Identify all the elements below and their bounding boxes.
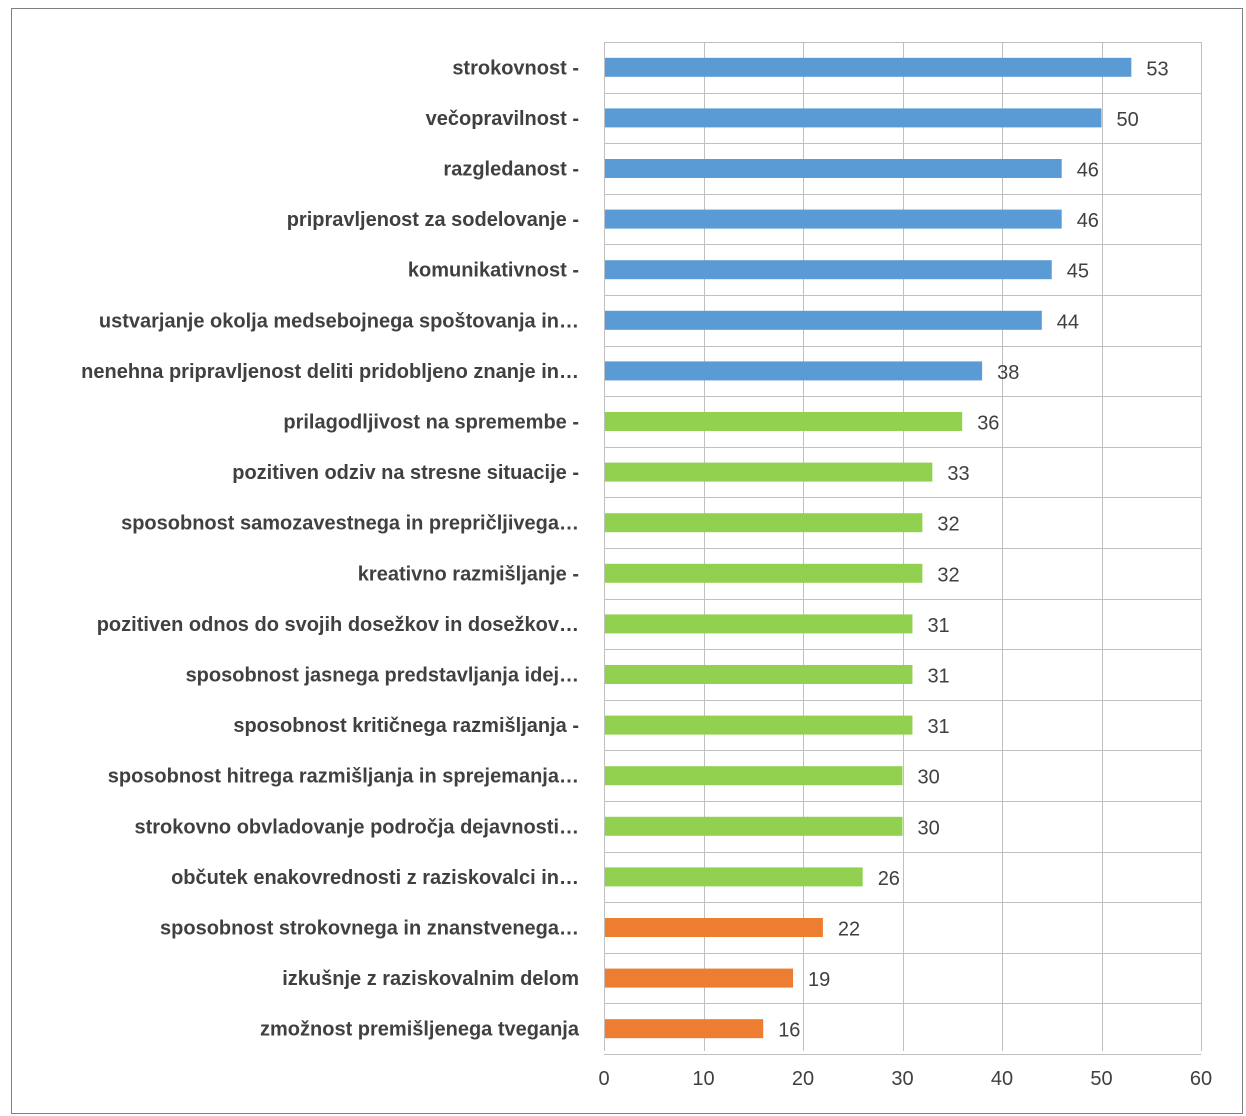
bar xyxy=(605,968,794,988)
category-label: občutek enakovrednosti z raziskovalci in… xyxy=(171,867,579,889)
bar xyxy=(605,159,1062,178)
bar xyxy=(605,462,933,482)
category-label: pripravljenost za sodelovanje - xyxy=(287,209,579,231)
category-label: kreativno razmišljanje - xyxy=(358,563,579,585)
data-label: 53 xyxy=(1146,58,1168,80)
bar xyxy=(605,715,913,735)
bar xyxy=(605,563,923,583)
category-label: komunikativnost - xyxy=(408,260,579,282)
x-tick-label: 0 xyxy=(598,1068,609,1090)
bar xyxy=(605,108,1102,128)
bar xyxy=(605,867,863,887)
data-label: 44 xyxy=(1057,311,1079,333)
category-label: pozitiven odziv na stresne situacije - xyxy=(232,462,579,484)
bar xyxy=(605,260,1052,280)
data-label: 45 xyxy=(1067,261,1089,283)
category-label: sposobnost jasnega predstavljanja idej… xyxy=(186,665,579,687)
bar xyxy=(605,361,983,381)
category-label: izkušnje z raziskovalnim delom xyxy=(282,968,579,990)
bar xyxy=(605,412,963,431)
value-labels: 53 50 46 46 45 44 38 36 33 32 32 31 31 31 30 30 26 22 19 16 xyxy=(778,58,1168,1041)
chart-frame: strokovnost - večopravilnost - razgledanos… xyxy=(11,8,1243,1114)
x-tick-label: 40 xyxy=(991,1068,1013,1090)
bar xyxy=(605,816,903,836)
data-label: 32 xyxy=(937,564,959,586)
category-label: zmožnost premišljenega tveganja xyxy=(260,1019,580,1041)
data-label: 30 xyxy=(918,817,940,839)
data-label: 38 xyxy=(997,362,1019,384)
category-labels: strokovnost - večopravilnost - razgledanos… xyxy=(81,57,580,1040)
bar xyxy=(605,665,913,684)
category-label: strokovnost - xyxy=(452,57,579,79)
x-axis-ticks: 0 10 20 30 40 50 60 xyxy=(598,1068,1212,1090)
bar xyxy=(605,614,913,634)
bar xyxy=(605,57,1132,77)
bar-chart: strokovnost - večopravilnost - razgledanos… xyxy=(81,42,1212,1090)
data-label: 22 xyxy=(838,919,860,941)
bar xyxy=(605,1019,764,1039)
category-label: sposobnost strokovnega in znanstvenega… xyxy=(160,918,579,940)
data-label: 32 xyxy=(937,514,959,536)
data-label: 36 xyxy=(977,413,999,435)
data-label: 33 xyxy=(947,463,969,485)
data-label: 31 xyxy=(927,615,949,637)
bars xyxy=(605,57,1132,1039)
data-label: 19 xyxy=(808,969,830,991)
category-label: razgledanost - xyxy=(443,159,579,181)
category-label: nenehna pripravljenost deliti pridobljen… xyxy=(81,361,579,383)
bar xyxy=(605,766,903,786)
category-label: prilagodljivost na spremembe - xyxy=(283,412,579,434)
data-label: 30 xyxy=(918,767,940,789)
x-tick-label: 30 xyxy=(891,1068,913,1090)
category-label: večopravilnost - xyxy=(426,108,579,130)
category-label: strokovno obvladovanje področja dejavnos… xyxy=(134,816,579,838)
x-tick-label: 60 xyxy=(1190,1068,1212,1090)
data-label: 50 xyxy=(1117,109,1139,131)
category-label: pozitiven odnos do svojih dosežkov in do… xyxy=(97,614,579,636)
x-tick-label: 10 xyxy=(692,1068,714,1090)
x-tick-label: 20 xyxy=(792,1068,814,1090)
category-label: sposobnost hitrega razmišljanja in sprej… xyxy=(108,766,579,788)
gridlines xyxy=(604,42,1202,1055)
bar xyxy=(605,918,823,937)
data-label: 31 xyxy=(927,666,949,688)
category-label: ustvarjanje okolja medsebojnega spoštova… xyxy=(99,310,579,332)
x-tick-label: 50 xyxy=(1090,1068,1112,1090)
bar xyxy=(605,310,1042,330)
data-label: 16 xyxy=(778,1020,800,1042)
data-label: 46 xyxy=(1077,210,1099,232)
data-label: 31 xyxy=(927,716,949,738)
category-label: sposobnost kritičnega razmišljanja - xyxy=(233,715,579,737)
data-label: 46 xyxy=(1077,160,1099,182)
bar xyxy=(605,513,923,533)
category-label: sposobnost samozavestnega in prepričljiv… xyxy=(121,513,579,535)
bar xyxy=(605,209,1062,229)
data-label: 26 xyxy=(878,868,900,890)
